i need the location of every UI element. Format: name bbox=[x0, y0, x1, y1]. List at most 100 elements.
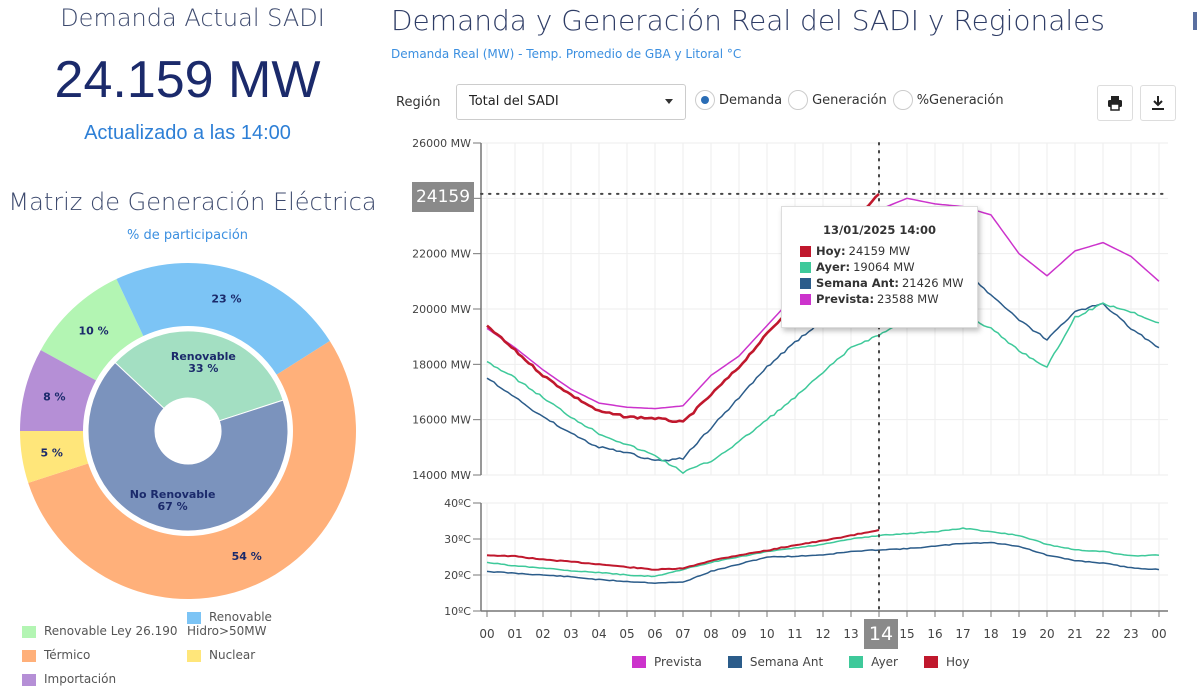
tooltip-label: Semana Ant: bbox=[816, 276, 899, 290]
donut-slice-label: 54 % bbox=[232, 550, 262, 563]
legend-swatch bbox=[187, 611, 201, 624]
y-tick-label: 18000 MW bbox=[412, 358, 471, 371]
radio-circle[interactable] bbox=[892, 90, 913, 110]
x-tick-label: 02 bbox=[535, 627, 550, 641]
donut-slice-renovable-ley-26-190[interactable] bbox=[40, 278, 145, 382]
donut-slice-renovable-hidro-50mw[interactable] bbox=[116, 263, 330, 376]
tooltip-label: Hoy: bbox=[816, 244, 846, 258]
x-tick-label: 17 bbox=[955, 627, 970, 641]
legend-item[interactable]: Nuclear bbox=[187, 648, 352, 672]
legend-label: Semana Ant bbox=[749, 655, 824, 669]
x-tick-label: 03 bbox=[563, 627, 578, 641]
legend-item-prevista[interactable]: Prevista bbox=[632, 655, 702, 669]
tooltip-value: 21426 MW bbox=[901, 276, 964, 290]
legend-swatch bbox=[727, 656, 742, 668]
legend-swatch bbox=[187, 649, 201, 662]
donut-slice-importaci-n[interactable] bbox=[20, 350, 98, 431]
tooltip-value: 23588 MW bbox=[877, 292, 939, 306]
legend-label: Hoy bbox=[945, 655, 970, 669]
radio-demanda[interactable]: Demanda bbox=[695, 90, 782, 110]
radio-circle[interactable] bbox=[788, 90, 809, 110]
y-tick-label: 22000 MW bbox=[412, 248, 471, 261]
radio-label: %Generación bbox=[916, 92, 1004, 108]
x-tick-label: 20 bbox=[1039, 627, 1054, 641]
x-tick-label: 21 bbox=[1067, 627, 1082, 641]
download-button[interactable] bbox=[1140, 85, 1176, 121]
donut-slice-t-rmico[interactable] bbox=[28, 340, 357, 599]
donut-slice-nuclear[interactable] bbox=[20, 431, 91, 483]
y-tick-label: 26000 MW bbox=[412, 137, 471, 150]
region-select[interactable]: Total del SADI bbox=[456, 84, 686, 120]
radio-label: Demanda bbox=[719, 92, 783, 108]
x-tick-label: 23 bbox=[1123, 627, 1138, 641]
legend-item-hoy[interactable]: Hoy bbox=[923, 655, 970, 669]
demand-line-ayer[interactable] bbox=[486, 302, 1160, 474]
legend-swatch bbox=[800, 261, 811, 273]
legend-swatch bbox=[632, 656, 646, 668]
x-tick-label: 00 bbox=[479, 627, 494, 641]
y-tick-label: 14000 MW bbox=[412, 469, 471, 482]
legend-label: Prevista bbox=[654, 655, 702, 669]
legend-swatch bbox=[923, 656, 938, 668]
legend-item[interactable]: Térmico bbox=[22, 648, 187, 672]
donut-inner-slice-renovable[interactable] bbox=[114, 330, 284, 422]
tooltip-row-prevista: Prevista: 23588 MW bbox=[800, 291, 977, 307]
x-tick-label: 19 bbox=[1011, 627, 1026, 641]
legend-swatch bbox=[22, 625, 36, 638]
x-tick-label: 07 bbox=[675, 627, 690, 641]
temp-line-hoy[interactable] bbox=[486, 529, 880, 571]
legend-swatch bbox=[800, 277, 811, 289]
temp-line-ayer[interactable] bbox=[486, 527, 1160, 578]
legend-item[interactable]: Renovable Hidro>50MW bbox=[187, 610, 352, 638]
donut-inner-value: 33 % bbox=[188, 362, 218, 375]
x-tick-label: 15 bbox=[899, 627, 914, 641]
radio-generacion[interactable]: Generación bbox=[788, 90, 887, 110]
legend-item-ayer[interactable]: Ayer bbox=[849, 655, 898, 669]
crosshair-hour-badge: 14 bbox=[864, 619, 898, 649]
crosshair-value-badge: 24159 bbox=[412, 182, 474, 212]
temp-line-semana-ant[interactable] bbox=[486, 541, 1160, 584]
x-tick-label: 09 bbox=[731, 627, 746, 641]
page-subtitle: Demanda Real (MW) - Temp. Promedio de GB… bbox=[391, 47, 742, 61]
donut-slice-label: 5 % bbox=[40, 447, 63, 460]
tooltip-row-hoy: Hoy: 24159 MW bbox=[800, 243, 977, 259]
legend-label: Renovable Hidro>50MW bbox=[187, 610, 272, 638]
x-tick-label: 00 bbox=[1151, 627, 1166, 641]
x-tick-label: 06 bbox=[647, 627, 662, 641]
y-tick-label: 20000 MW bbox=[412, 303, 471, 316]
radio-porcentaje-generacion[interactable]: %Generación bbox=[892, 90, 1004, 110]
legend-item[interactable]: Renovable Ley 26.190 bbox=[22, 624, 187, 648]
legend-item-semana-ant[interactable]: Semana Ant bbox=[727, 655, 824, 669]
y-tick-label: 10ºC bbox=[444, 605, 471, 618]
current-demand-title: Demanda Actual SADI bbox=[60, 4, 325, 32]
legend-label: Nuclear bbox=[209, 648, 256, 662]
print-button[interactable] bbox=[1097, 85, 1133, 121]
donut-inner-slice-no-renovable[interactable] bbox=[87, 361, 289, 532]
tooltip-label: Prevista: bbox=[816, 292, 875, 306]
chevron-down-icon bbox=[665, 99, 673, 104]
tooltip-value: 19064 MW bbox=[853, 260, 915, 274]
legend-swatch bbox=[800, 293, 811, 305]
y-tick-label: 40ºC bbox=[444, 497, 471, 510]
region-select-value: Total del SADI bbox=[469, 94, 559, 109]
radio-circle[interactable] bbox=[695, 90, 715, 110]
chart-tooltip: 13/01/2025 14:00 Hoy: 24159 MW Ayer: 19064… bbox=[781, 206, 978, 328]
region-label: Región bbox=[396, 95, 441, 110]
x-tick-label: 16 bbox=[927, 627, 942, 641]
donut-slice-label: 23 % bbox=[211, 292, 241, 305]
view-mode-radios: Demanda Generación %Generación bbox=[695, 90, 1004, 110]
x-tick-label: 18 bbox=[983, 627, 998, 641]
chart-legend: Prevista Semana Ant Ayer Hoy bbox=[632, 655, 995, 669]
legend-label: Térmico bbox=[44, 648, 91, 662]
x-tick-label: 11 bbox=[787, 627, 802, 641]
matrix-subtitle: % de participación bbox=[126, 228, 249, 243]
updated-time: Actualizado a las 14:00 bbox=[84, 122, 291, 144]
page-title: Demanda y Generación Real del SADI y Reg… bbox=[391, 4, 1105, 37]
donut-separator bbox=[83, 326, 293, 536]
legend-swatch bbox=[22, 649, 36, 662]
x-tick-label: 04 bbox=[591, 627, 606, 641]
legend-swatch bbox=[849, 656, 864, 668]
x-tick-label: 08 bbox=[703, 627, 718, 641]
legend-label: Ayer bbox=[871, 655, 898, 669]
